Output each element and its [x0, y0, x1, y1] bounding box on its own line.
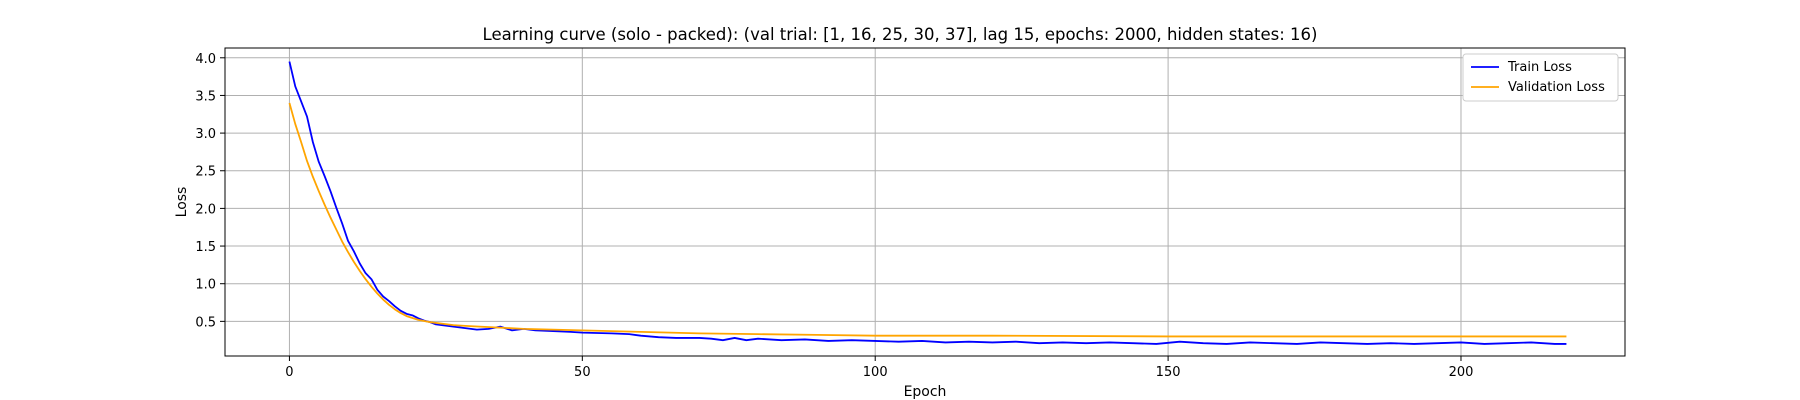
y-tick-label: 0.5 [195, 315, 216, 330]
y-tick-label: 2.0 [195, 202, 216, 217]
chart-title: Learning curve (solo - packed): (val tri… [483, 25, 1318, 44]
plot-frame [224, 47, 1626, 357]
series-lines [288, 61, 1567, 345]
x-tick-label: 100 [863, 365, 888, 380]
train-loss-line [288, 61, 1567, 345]
legend-train-label: Train Loss [1507, 60, 1572, 75]
validation-loss-line [288, 102, 1567, 338]
y-tick-label: 1.0 [195, 278, 216, 293]
x-tick-label: 50 [574, 365, 591, 380]
x-tick-label: 150 [1156, 365, 1181, 380]
y-tick-label: 1.5 [195, 240, 216, 255]
y-tick-label: 3.5 [195, 89, 216, 104]
legend-box [1462, 53, 1619, 102]
y-tick-label: 2.5 [195, 165, 216, 180]
axis-ticks: 0 50 100 150 200 0.5 1.0 1.5 2.0 2.5 3.0 3.5 4.0 [195, 52, 1473, 380]
grid-lines [225, 48, 1625, 356]
y-tick-label: 3.0 [195, 127, 216, 142]
legend: Train Loss Validation Loss [1462, 53, 1619, 102]
x-axis-label: Epoch [904, 384, 947, 400]
legend-validation-label: Validation Loss [1508, 80, 1605, 95]
x-tick-label: 0 [285, 365, 293, 380]
y-axis-label: Loss [174, 187, 190, 218]
y-tick-label: 4.0 [195, 52, 216, 67]
x-tick-label: 200 [1449, 365, 1474, 380]
